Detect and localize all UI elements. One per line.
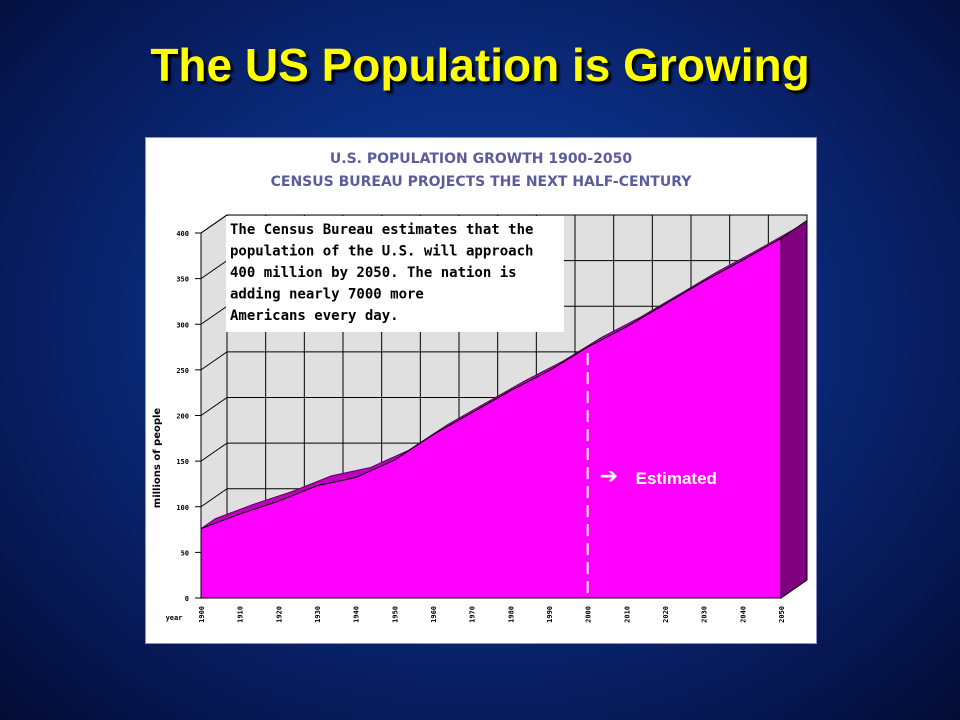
x-tick-label: 1960	[430, 606, 438, 623]
y-tick-label: 50	[181, 549, 189, 557]
slide-title: The US Population is Growing	[150, 39, 810, 91]
y-tick-label: 0	[185, 595, 189, 603]
x-tick-label: 2050	[778, 606, 786, 623]
y-tick-label: 150	[176, 458, 189, 466]
y-tick-label: 250	[176, 367, 189, 375]
y-tick-label: 350	[176, 276, 189, 284]
callout-text-line: The Census Bureau estimates that the	[230, 222, 533, 238]
chart-svg: U.S. POPULATION GROWTH 1900-2050 CENSUS …	[152, 151, 808, 623]
y-tick-label: 200	[176, 413, 189, 421]
x-tick-label: 1980	[507, 606, 515, 623]
x-tick-label: 2010	[623, 606, 631, 623]
x-axis-label: year	[166, 614, 183, 622]
x-tick-label: 1930	[314, 606, 322, 623]
x-tick-label: 1900	[198, 606, 206, 623]
x-tick-label: 2000	[585, 606, 593, 623]
callout-text-line: population of the U.S. will approach	[230, 244, 533, 260]
estimate-marker: ➔ Estimated	[586, 353, 717, 598]
callout-box	[226, 216, 564, 332]
x-tick-label: 2040	[739, 606, 747, 623]
x-tick-label: 2020	[662, 606, 670, 623]
area-side-face	[780, 219, 808, 599]
callout-text-line: adding nearly 7000 more	[230, 287, 424, 303]
area-front-face	[200, 237, 782, 599]
y-tick-label: 100	[176, 504, 189, 512]
y-axis-label: millions of people	[152, 408, 163, 509]
chart-subtitle: CENSUS BUREAU PROJECTS THE NEXT HALF-CEN…	[271, 174, 693, 190]
x-tick-label: 1940	[353, 606, 361, 623]
x-axis-ticks: 1900 1910 1920 1930 1940 1950 1960 1970 1980 1990…	[198, 606, 786, 623]
x-tick-label: 2030	[701, 606, 709, 623]
x-tick-label: 1910	[237, 606, 245, 623]
callout-text-line: Americans every day.	[230, 308, 399, 324]
y-axis-ticks: 0 50 100 150 200 250 300 350 400	[176, 230, 201, 603]
x-tick-label: 1990	[546, 606, 554, 623]
chart-area-layer	[200, 219, 808, 599]
estimate-arrow-icon: ➔	[600, 464, 618, 489]
chart-heading: U.S. POPULATION GROWTH 1900-2050 CENSUS …	[271, 151, 693, 190]
x-tick-label: 1920	[275, 606, 283, 623]
x-tick-label: 1970	[469, 606, 477, 623]
x-tick-label: 1950	[391, 606, 399, 623]
y-tick-label: 400	[176, 230, 189, 238]
callout-text-line: 400 million by 2050. The nation is	[230, 265, 517, 281]
annotation-callout: The Census Bureau estimates that the popu…	[226, 216, 564, 332]
population-chart: U.S. POPULATION GROWTH 1900-2050 CENSUS …	[145, 137, 817, 644]
estimate-label: Estimated	[636, 469, 717, 488]
chart-title: U.S. POPULATION GROWTH 1900-2050	[330, 151, 632, 167]
y-tick-label: 300	[176, 321, 189, 329]
